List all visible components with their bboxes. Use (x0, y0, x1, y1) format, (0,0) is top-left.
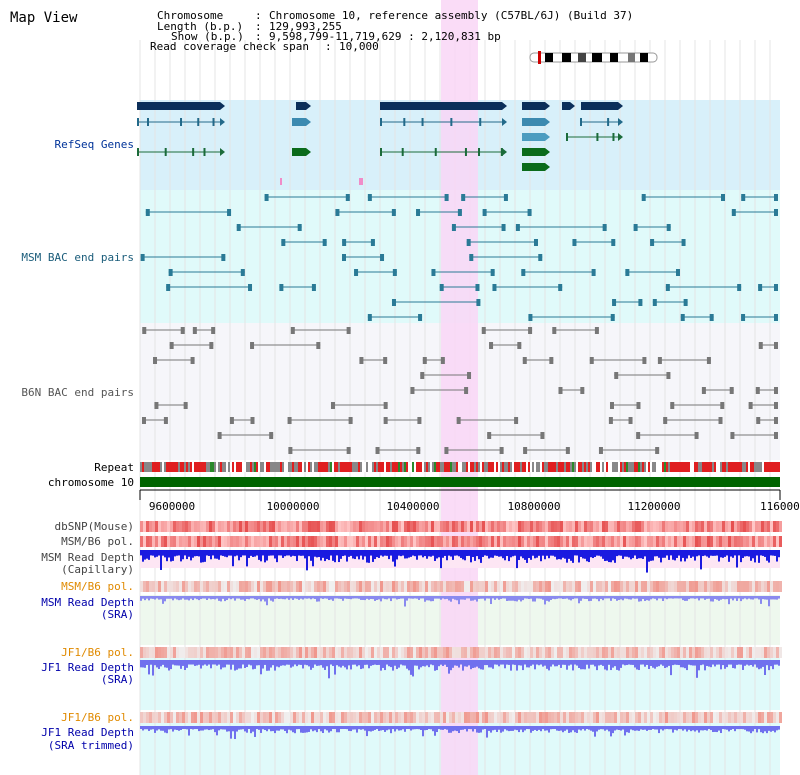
b6n-bac-label[interactable]: B6N BAC end pairs (21, 386, 134, 399)
axis-tick-10000000: 10000000 (266, 500, 320, 513)
jf1-read-depth-sra-label[interactable]: JF1 Read Depth (41, 661, 134, 674)
msm-bac-label[interactable]: MSM BAC end pairs (21, 251, 134, 264)
dbsnp-label[interactable]: dbSNP(Mouse) (54, 520, 134, 533)
axis-tick-10800000: 10800000 (507, 500, 561, 513)
coverage-key: Read coverage check span (150, 40, 309, 53)
msm-read-depth-capillary-label[interactable]: MSM Read Depth (41, 551, 134, 564)
coverage-value: 10,000 (339, 40, 379, 53)
length-key: Length (b.p.) (157, 20, 244, 33)
jf1-b6-pol-label-2[interactable]: JF1/B6 pol. (61, 711, 134, 724)
axis-tick-11200000: 11200000 (627, 500, 681, 513)
chromosome-label: chromosome 10 (47, 476, 134, 489)
selected-region-highlight (441, 0, 478, 775)
chromosome-key: Chromosome (157, 9, 224, 22)
msm-b6-pol-label-1[interactable]: MSM/B6 pol. (61, 535, 134, 548)
page-title: Map View (10, 10, 78, 26)
capillary-label: (Capillary) (61, 563, 134, 576)
msm-read-depth-sra-label[interactable]: MSM Read Depth (41, 596, 134, 609)
show-value: 9,598,799-11,719,629 : 2,120,831 bp (269, 30, 501, 43)
jf1-sra-label: (SRA) (100, 673, 134, 686)
chromosome-info: Chromosome : Chromosome 10, reference as… (150, 9, 634, 53)
length-value: 129,993,255 (269, 20, 342, 33)
refseq-genes-label[interactable]: RefSeq Genes (54, 138, 134, 151)
chromosome-bar (140, 477, 780, 487)
ideogram-position-marker (538, 51, 541, 64)
axis-tick-10400000: 10400000 (386, 500, 440, 513)
chromosome-value: Chromosome 10, reference assembly (C57BL… (269, 9, 634, 22)
sra-trimmed-label: (SRA trimmed) (47, 739, 134, 752)
show-key: Show (b.p.) (171, 30, 244, 43)
msm-b6-pol-label-2[interactable]: MSM/B6 pol. (61, 580, 134, 593)
axis-tick-11600000: 11600000 (760, 500, 800, 513)
jf1-read-depth-trimmed-label[interactable]: JF1 Read Depth (41, 726, 134, 739)
repeat-label[interactable]: Repeat (94, 461, 134, 474)
msm-sra-label: (SRA) (100, 608, 134, 621)
axis-tick-9600000: 9600000 (148, 500, 196, 513)
jf1-b6-pol-label-1[interactable]: JF1/B6 pol. (61, 646, 134, 659)
